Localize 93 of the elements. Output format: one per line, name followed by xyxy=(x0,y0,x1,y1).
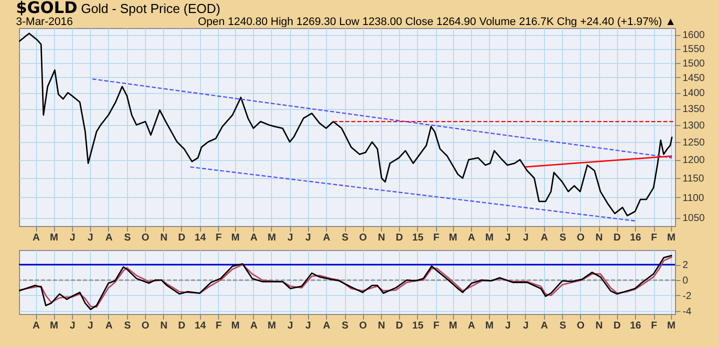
x-tick-label: A xyxy=(105,320,113,332)
x-tick-label: N xyxy=(378,320,386,332)
x-tick-label: 15 xyxy=(412,320,424,332)
x-tick-label: F xyxy=(650,232,658,244)
x-tick-label: J xyxy=(505,232,511,244)
chart-subtitle: Gold - Spot Price (EOD) xyxy=(80,1,220,16)
y-tick-label: 1150 xyxy=(682,174,704,185)
x-tick-label: 14 xyxy=(194,320,206,332)
x-tick-label: N xyxy=(596,232,603,244)
x-tick-label: J xyxy=(287,232,294,244)
x-tick-label: A xyxy=(32,320,40,332)
x-tick-label: A xyxy=(32,232,40,244)
x-tick-label: S xyxy=(559,320,566,332)
y-tick-label: 1200 xyxy=(682,155,706,166)
y-tick-label: 1400 xyxy=(682,88,706,100)
y-tick-label: 1250 xyxy=(682,137,706,148)
x-tick-label: J xyxy=(287,320,294,332)
x-tick-label: M xyxy=(231,232,240,244)
line-series xyxy=(19,32,673,216)
x-tick-label: J xyxy=(523,232,529,244)
x-tick-label: F xyxy=(433,232,440,244)
y-tick-label: 1350 xyxy=(682,104,706,116)
y-tick-label: 1600 xyxy=(682,30,706,42)
x-tick-label: A xyxy=(540,232,548,244)
x-tick-label: A xyxy=(323,232,330,244)
x-tick-label: D xyxy=(178,232,186,244)
y-tick-label: 1100 xyxy=(682,192,704,204)
y-tick-label: -4 xyxy=(682,306,692,318)
x-tick-label: M xyxy=(268,320,276,332)
x-tick-label: J xyxy=(505,320,511,332)
x-tick-label: A xyxy=(250,320,258,332)
y-tick-label: 0 xyxy=(682,276,688,287)
y-tick-label: 1300 xyxy=(682,120,706,132)
chart-title: $GOLD xyxy=(16,0,78,17)
x-tick-label: D xyxy=(613,232,621,244)
x-tick-label: M xyxy=(231,320,240,332)
x-tick-label: J xyxy=(305,320,311,332)
x-tick-label: S xyxy=(559,232,566,244)
x-tick-label: S xyxy=(342,320,349,332)
y-tick-label: 1450 xyxy=(682,72,706,84)
x-tick-label: O xyxy=(576,232,585,244)
x-tick-label: N xyxy=(596,320,603,332)
x-tick-label: 15 xyxy=(412,232,424,244)
x-tick-label: J xyxy=(305,232,311,244)
x-tick-label: J xyxy=(88,232,94,244)
x-tick-label: O xyxy=(359,320,368,332)
x-tick-label: 14 xyxy=(194,232,206,244)
y-tick-label: -2 xyxy=(682,290,692,302)
x-tick-label: S xyxy=(124,320,132,332)
x-tick-label: J xyxy=(523,320,529,332)
x-tick-label: F xyxy=(650,320,658,332)
x-tick-label: D xyxy=(396,320,403,332)
x-tick-label: O xyxy=(359,232,368,244)
x-tick-label: D xyxy=(396,232,403,244)
x-tick-label: A xyxy=(540,320,548,332)
x-tick-label: M xyxy=(485,320,494,332)
x-tick-label: J xyxy=(70,320,76,332)
y-tick-label: 1050 xyxy=(682,213,706,224)
x-tick-label: A xyxy=(105,232,113,244)
x-tick-label: M xyxy=(667,320,676,332)
x-tick-label: A xyxy=(323,320,330,332)
x-tick-label: M xyxy=(50,320,58,332)
y-tick-label: 1500 xyxy=(682,58,706,70)
x-tick-label: N xyxy=(378,232,386,244)
x-tick-label: M xyxy=(268,232,276,244)
text: 3-Mar-2016 xyxy=(16,16,73,28)
x-tick-label: 16 xyxy=(630,320,642,332)
x-tick-label: F xyxy=(433,320,440,332)
y-tick-label: 1550 xyxy=(682,44,706,56)
x-tick-label: D xyxy=(178,320,186,332)
x-tick-label: O xyxy=(576,320,585,332)
x-tick-label: J xyxy=(70,232,76,244)
x-tick-label: O xyxy=(141,232,150,244)
x-tick-label: S xyxy=(342,232,349,244)
x-tick-label: A xyxy=(250,232,258,244)
x-tick-label: S xyxy=(124,232,132,244)
x-tick-label: M xyxy=(667,232,676,244)
x-tick-label: M xyxy=(485,232,494,244)
x-tick-label: O xyxy=(141,320,150,332)
x-tick-label: N xyxy=(160,320,168,332)
x-tick-label: N xyxy=(160,232,168,244)
x-tick-label: M xyxy=(448,232,458,244)
x-tick-label: M xyxy=(448,320,458,332)
x-tick-label: A xyxy=(468,320,476,332)
x-tick-label: M xyxy=(50,232,58,244)
y-tick-label: 2 xyxy=(682,260,688,272)
text: Open 1240.80 High 1269.30 Low 1238.00 Close 1264.90 Volume 216.7K Chg +24.40 (+1.97%) ▲ xyxy=(198,16,676,28)
x-tick-label: A xyxy=(468,232,476,244)
x-tick-label: J xyxy=(88,320,94,332)
x-tick-label: 16 xyxy=(630,232,642,244)
x-tick-label: D xyxy=(613,320,621,332)
x-tick-label: F xyxy=(216,320,222,332)
x-tick-label: F xyxy=(216,232,222,244)
